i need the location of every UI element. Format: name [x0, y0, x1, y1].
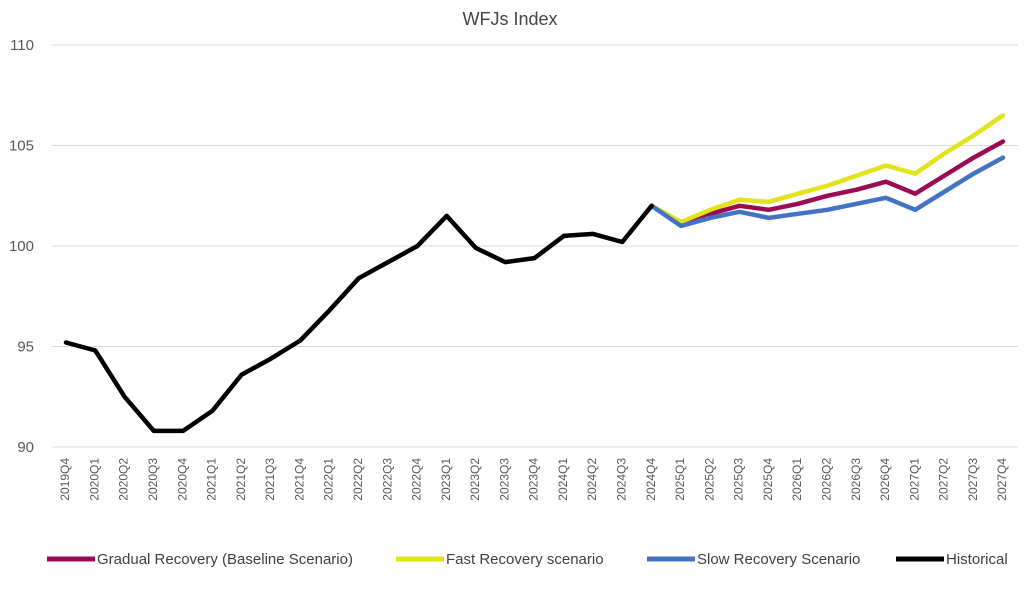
- x-tick-label: 2021Q1: [205, 458, 219, 501]
- x-tick-label: 2020Q1: [87, 458, 101, 501]
- x-tick-label: 2023Q2: [468, 458, 482, 501]
- series-line-1: [649, 139, 1006, 227]
- legend-label: Gradual Recovery (Baseline Scenario): [97, 551, 353, 568]
- x-tick-label: 2020Q2: [117, 458, 131, 501]
- y-tick-label: 90: [17, 439, 34, 456]
- series-line-4: [63, 203, 654, 434]
- x-axis-ticks: 2019Q4 2020Q1 2020Q2 2020Q3 2020Q4 2021Q1 2021…: [58, 458, 1009, 501]
- x-tick-label: 2026Q4: [878, 458, 892, 501]
- x-tick-label: 2027Q2: [937, 458, 951, 501]
- y-axis-ticks: 90 95 100 105 110: [9, 37, 34, 456]
- x-tick-label: 2020Q3: [146, 458, 160, 501]
- grid-lines: [52, 44, 1018, 448]
- x-tick-label: 2021Q2: [234, 458, 248, 501]
- x-tick-label: 2025Q2: [702, 458, 716, 501]
- x-tick-label: 2025Q1: [673, 458, 687, 501]
- x-tick-label: 2025Q3: [732, 458, 746, 501]
- x-tick-label: 2026Q2: [819, 458, 833, 501]
- x-tick-label: 2023Q1: [439, 458, 453, 501]
- series-lines: [63, 113, 1006, 434]
- legend-label: Historical: [946, 551, 1008, 568]
- x-tick-label: 2027Q4: [995, 458, 1009, 501]
- y-tick-label: 105: [9, 138, 34, 155]
- x-tick-label: 2022Q3: [380, 458, 394, 501]
- x-tick-label: 2019Q4: [58, 458, 72, 501]
- x-tick-label: 2027Q1: [907, 458, 921, 501]
- x-tick-label: 2022Q1: [322, 458, 336, 501]
- x-tick-label: 2025Q4: [761, 458, 775, 501]
- y-tick-label: 110: [10, 37, 34, 54]
- y-tick-label: 100: [9, 238, 34, 255]
- x-tick-label: 2027Q3: [966, 458, 980, 501]
- x-tick-label: 2026Q1: [790, 458, 804, 501]
- x-tick-label: 2022Q2: [351, 458, 365, 501]
- series-line-2: [649, 113, 1006, 225]
- legend-label: Fast Recovery scenario: [446, 551, 604, 568]
- chart-title: WFJs Index: [462, 9, 557, 29]
- x-tick-label: 2020Q4: [175, 458, 189, 501]
- series-line-3: [649, 155, 1006, 229]
- x-tick-label: 2022Q4: [410, 458, 424, 501]
- legend-label: Slow Recovery Scenario: [697, 551, 860, 568]
- x-tick-label: 2021Q3: [263, 458, 277, 501]
- x-tick-label: 2024Q2: [585, 458, 599, 501]
- x-tick-label: 2026Q3: [849, 458, 863, 501]
- x-tick-label: 2024Q4: [644, 458, 658, 501]
- legend: Gradual Recovery (Baseline Scenario) Fast…: [47, 551, 1008, 568]
- x-tick-label: 2023Q4: [527, 458, 541, 501]
- y-tick-label: 95: [17, 339, 34, 356]
- x-tick-label: 2024Q3: [615, 458, 629, 501]
- x-tick-label: 2023Q3: [497, 458, 511, 501]
- x-tick-label: 2021Q4: [292, 458, 306, 501]
- x-tick-label: 2024Q1: [556, 458, 570, 501]
